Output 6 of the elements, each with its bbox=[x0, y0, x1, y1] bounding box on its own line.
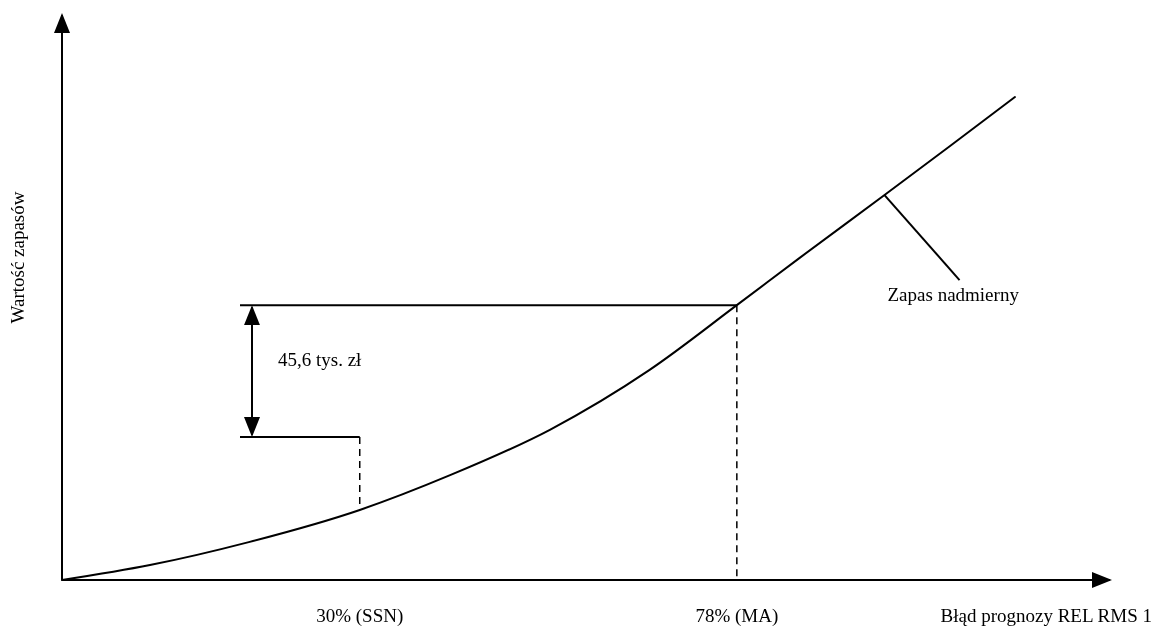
x-axis-title: Błąd prognozy REL RMS 1 bbox=[940, 605, 1152, 626]
x-tick-label: 78% (MA) bbox=[695, 605, 779, 627]
y-axis-title: Wartość zapasów bbox=[7, 191, 28, 324]
annotation: Zapas nadmierny bbox=[887, 284, 1020, 306]
x-tick-label: 30% (SSN) bbox=[316, 605, 404, 627]
annotation: 45,6 tys. zł bbox=[278, 349, 363, 371]
